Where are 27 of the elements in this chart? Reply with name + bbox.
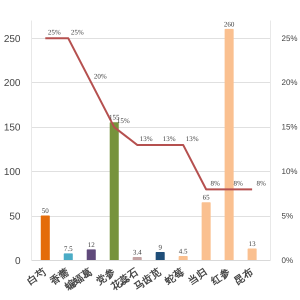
bar [224, 28, 234, 260]
bar [248, 248, 257, 260]
bar [40, 216, 50, 260]
y-tick-label: 200 [4, 78, 21, 90]
x-tick-label: 昆布 [232, 266, 256, 288]
y-tick-label: 150 [4, 122, 21, 134]
y2-tick-label: 15% [282, 122, 298, 132]
bar [86, 249, 96, 260]
bar [156, 252, 165, 260]
y2-tick-label: 5% [282, 212, 294, 221]
bar [202, 202, 211, 260]
y-tick-label: 250 [4, 34, 21, 45]
y-tick-label: 0 [14, 256, 21, 267]
bar [178, 256, 188, 260]
x-tick-label: 红参 [208, 266, 232, 288]
line-series [44, 37, 254, 190]
x-tick-label: 白芍 [25, 266, 48, 288]
y2-tick-label: 10% [282, 167, 298, 176]
x-tick-label: 蛇莓 [162, 266, 186, 288]
y2-tick-label: 0% [282, 256, 294, 265]
x-tick-label: 当归 [186, 266, 210, 288]
bar [64, 253, 73, 260]
y-tick-label: 50 [9, 212, 21, 223]
y2-tick-label: 20% [282, 78, 298, 88]
y-tick-label: 100 [4, 167, 21, 178]
y2-tick-label: 25% [282, 34, 298, 43]
bar [110, 122, 119, 260]
